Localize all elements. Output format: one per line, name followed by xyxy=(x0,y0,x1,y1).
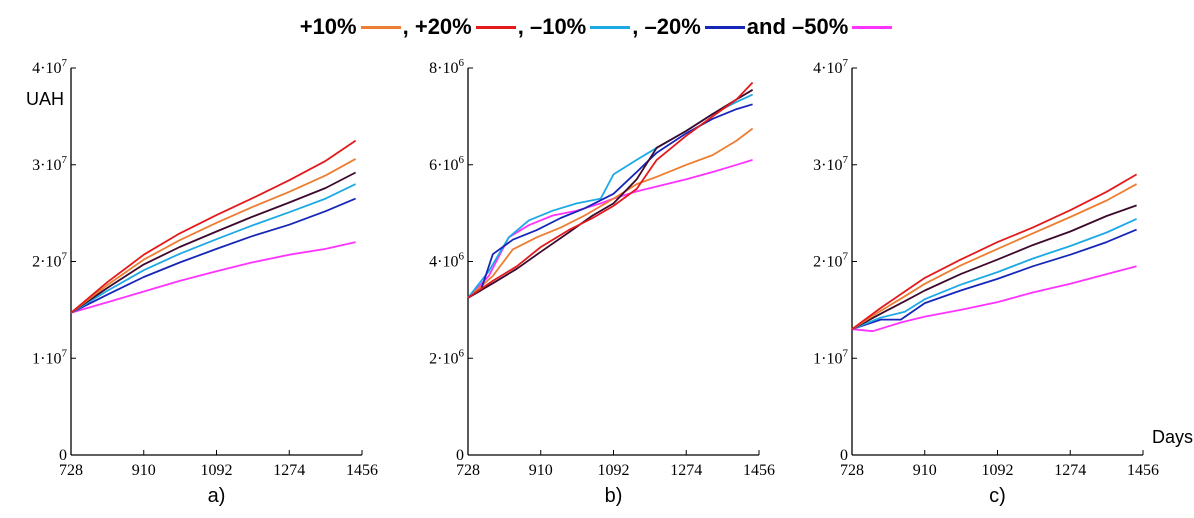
x-tick-label: 1092 xyxy=(598,462,630,479)
series-line-m50 xyxy=(851,265,1137,333)
series-line-m20 xyxy=(70,197,356,314)
y-tick-label: 1·107 xyxy=(813,347,848,367)
series-line-m20 xyxy=(467,103,753,299)
chart-legend: +10% , +20%, –10%, –20% and –50% xyxy=(0,14,1194,40)
series-line-m10 xyxy=(851,218,1137,331)
x-tick-label: 910 xyxy=(132,462,156,479)
y-tick-label: 2·106 xyxy=(429,347,464,367)
y-tick-label: 2·107 xyxy=(32,251,67,271)
x-tick-label: 1274 xyxy=(670,462,702,479)
y-tick-label: 8·106 xyxy=(429,57,464,77)
series-line-base xyxy=(467,89,754,299)
legend-item-minus10: , –10% xyxy=(518,14,633,40)
legend-item-minus50: and –50% xyxy=(747,14,895,40)
x-tick-label: 728 xyxy=(840,462,864,479)
legend-swatch-plus10 xyxy=(360,25,401,29)
panel-label: a) xyxy=(208,485,226,507)
x-tick-label: 910 xyxy=(529,462,553,479)
chart-panel-1: 0 1·107 2·107 3·107 4·107 728 910 1092 1274 1456 a… xyxy=(26,57,378,507)
y-tick-label: 1·107 xyxy=(32,347,67,367)
series-line-base xyxy=(851,204,1137,330)
x-tick-label: 728 xyxy=(59,462,83,479)
y-tick-label: 3·107 xyxy=(813,154,848,174)
x-axis-title: Days xyxy=(1152,427,1193,447)
x-tick-label: 728 xyxy=(456,462,480,479)
series-line-p20 xyxy=(851,173,1138,330)
x-tick-label: 910 xyxy=(913,462,937,479)
series-line-p20 xyxy=(467,81,754,299)
chart-panel-2: 0 2·106 4·106 6·106 8·106 728 910 1092 1274 1456 b… xyxy=(429,57,775,507)
panel-label: c) xyxy=(989,485,1006,507)
legend-label-minus20: –20% xyxy=(644,14,701,39)
legend-label-minus10: –10% xyxy=(529,14,587,39)
series-line-m10 xyxy=(70,183,356,314)
y-tick-label: 6·106 xyxy=(429,154,464,174)
y-tick-label: 4·107 xyxy=(813,57,848,77)
y-tick-label: 4·107 xyxy=(32,57,67,77)
x-tick-label: 1456 xyxy=(743,462,775,479)
legend-swatch-minus20 xyxy=(704,25,745,29)
legend-swatch-minus50 xyxy=(852,25,893,29)
x-tick-label: 1092 xyxy=(982,462,1014,479)
legend-item-plus10: +10% xyxy=(300,14,403,40)
legend-label-plus20: +20% xyxy=(414,14,472,39)
legend-item-minus20: , –20% xyxy=(632,14,747,40)
y-tick-label: 0 xyxy=(840,447,848,464)
y-tick-label: 2·107 xyxy=(813,251,848,271)
legend-label-minus50: –50% xyxy=(792,14,849,39)
x-tick-label: 1456 xyxy=(346,462,378,479)
legend-label-plus10: +10% xyxy=(299,14,357,39)
y-tick-label: 0 xyxy=(456,447,464,464)
series-line-p10 xyxy=(70,158,357,314)
y-tick-label: 4·106 xyxy=(429,251,464,271)
x-tick-label: 1092 xyxy=(201,462,233,479)
x-tick-label: 1456 xyxy=(1127,462,1159,479)
series-line-p10 xyxy=(851,183,1138,330)
x-tick-label: 1274 xyxy=(273,462,305,479)
series-line-p10 xyxy=(467,127,754,299)
legend-swatch-plus20 xyxy=(475,25,516,29)
y-unit-label: UAH xyxy=(26,89,64,109)
x-tick-label: 1274 xyxy=(1054,462,1086,479)
series-line-base xyxy=(70,171,357,314)
y-tick-label: 0 xyxy=(59,447,67,464)
series-line-m20 xyxy=(851,228,1137,331)
y-tick-label: 3·107 xyxy=(32,154,67,174)
panel-label: b) xyxy=(605,485,623,507)
series-line-p20 xyxy=(70,139,357,314)
series-line-m50 xyxy=(70,241,356,314)
chart-panel-3: 0 1·107 2·107 3·107 4·107 728 910 1092 1274 1456 c… xyxy=(813,57,1193,507)
legend-item-plus20: , +20% xyxy=(403,14,518,40)
legend-swatch-minus10 xyxy=(590,25,631,29)
